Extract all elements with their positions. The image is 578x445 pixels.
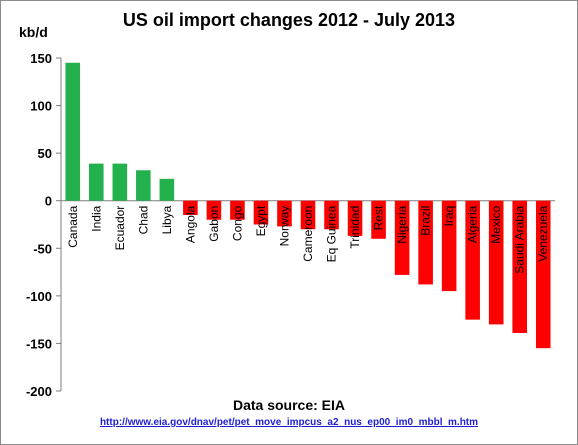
category-label: Canada xyxy=(66,205,80,247)
y-tick-label: 150 xyxy=(30,51,52,66)
category-label: India xyxy=(89,205,103,231)
bar-libya xyxy=(159,178,175,201)
bar-trinidad xyxy=(347,200,363,236)
bar-venezuela xyxy=(535,200,551,349)
category-label: Gabon xyxy=(207,206,221,242)
y-tick-label: -100 xyxy=(26,289,52,304)
category-label: Saudi Arabia xyxy=(513,205,527,273)
bar-cameroon xyxy=(300,200,316,230)
bar-algeria xyxy=(465,200,480,320)
category-label: Egypt xyxy=(254,205,268,236)
y-axis-label: kb/d xyxy=(19,24,48,40)
y-tick-label: -200 xyxy=(26,384,52,399)
bar-brazil xyxy=(418,200,433,285)
category-label: Venezuela xyxy=(536,205,550,261)
category-label: Trinidad xyxy=(348,206,362,249)
category-label: Norway xyxy=(277,206,291,247)
bar-saudi-arabia xyxy=(512,200,527,333)
category-label: Chad xyxy=(136,206,150,235)
bar-chad xyxy=(136,170,151,201)
bar-ecuador xyxy=(112,163,128,201)
bar-eq-guinea xyxy=(324,200,339,230)
bar-gabon xyxy=(206,200,222,220)
y-tick-label: 0 xyxy=(45,194,52,209)
category-label: Cameroon xyxy=(301,206,315,262)
chart-title: US oil import changes 2012 - July 2013 xyxy=(122,10,456,30)
bar-canada xyxy=(65,62,81,201)
y-tick-label: 50 xyxy=(38,146,52,161)
bar-norway xyxy=(277,200,292,227)
category-labels: Canada India Ecuador Chad Libya Angola Gabon Co… xyxy=(66,205,550,274)
bar-angola xyxy=(183,200,198,215)
category-label: Nigeria xyxy=(395,205,409,243)
category-label: Libya xyxy=(160,205,174,234)
data-source: Data source: EIA xyxy=(232,397,346,413)
bar-nigeria xyxy=(394,200,410,275)
y-tick-label: -150 xyxy=(26,336,52,351)
category-label: Angola xyxy=(183,205,197,243)
bars xyxy=(65,62,551,349)
y-tick-label: 100 xyxy=(30,99,52,114)
y-tick-label: -50 xyxy=(33,241,52,256)
category-label: Eq Guinea xyxy=(325,205,339,262)
bar-egypt xyxy=(253,200,269,225)
category-label: Algeria xyxy=(466,205,480,243)
category-label: Mexico xyxy=(489,205,503,243)
bar-india xyxy=(88,163,104,201)
source-link[interactable]: http://www.eia.gov/dnav/pet/pet_move_imp… xyxy=(99,417,479,428)
category-label: Congo xyxy=(230,205,244,241)
bar-iraq xyxy=(441,200,457,292)
category-label: Rest xyxy=(372,205,386,230)
bar-congo xyxy=(230,200,245,220)
category-label: Ecuador xyxy=(113,206,127,251)
bar-rest xyxy=(371,200,386,239)
bar-mexico xyxy=(488,200,504,325)
category-label: Iraq xyxy=(442,206,456,227)
category-label: Brazil xyxy=(419,206,433,236)
